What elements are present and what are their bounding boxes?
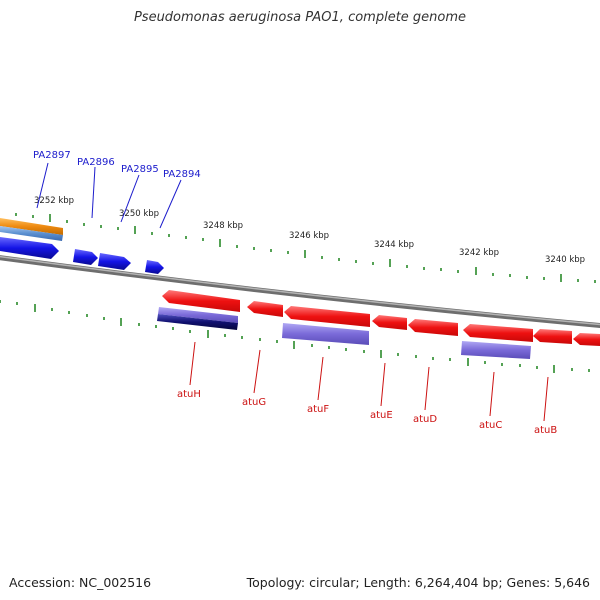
gene-pa2896[interactable] xyxy=(73,249,98,265)
genome-summary: Topology: circular; Length: 6,264,404 bp… xyxy=(246,575,590,590)
map-title: Pseudomonas aeruginosa PAO1, complete ge… xyxy=(133,10,467,25)
gene-label-atud[interactable]: atuD xyxy=(413,414,437,425)
tick-label-3244: 3244 kbp xyxy=(374,240,414,250)
gene-label-atub[interactable]: atuB xyxy=(534,425,557,436)
feature-purple-3[interactable] xyxy=(461,341,531,359)
lower-tick-ring xyxy=(0,300,590,373)
gene-atuh[interactable] xyxy=(162,290,240,312)
upper-tick-ring xyxy=(15,213,596,283)
gene-atuf[interactable] xyxy=(284,306,370,327)
leader-line-atuc xyxy=(489,371,495,417)
accession-label: Accession: NC_002516 xyxy=(9,575,152,590)
tick-label-3250: 3250 kbp xyxy=(119,209,159,219)
gene-atuc[interactable] xyxy=(463,324,533,342)
gene-label-atug[interactable]: atuG xyxy=(242,397,266,408)
feature-navy[interactable] xyxy=(157,314,238,330)
tick-label-3242: 3242 kbp xyxy=(459,248,499,258)
gene-pa2897[interactable] xyxy=(0,237,59,259)
tick-label-3252: 3252 kbp xyxy=(34,196,74,206)
forward-gene-leaders xyxy=(36,162,182,229)
genome-backbone xyxy=(0,255,600,329)
gene-label-pa2895[interactable]: PA2895 xyxy=(121,164,159,175)
feature-purple-2[interactable] xyxy=(282,323,369,345)
gene-atug[interactable] xyxy=(247,301,283,317)
tick-label-3248: 3248 kbp xyxy=(203,221,243,231)
feature-purple-1[interactable] xyxy=(158,307,238,323)
gene-label-atuc[interactable]: atuC xyxy=(479,420,502,431)
leader-line-pa2895 xyxy=(120,174,140,223)
leader-line-pa2897 xyxy=(36,162,49,209)
feature-light-blue[interactable] xyxy=(0,226,63,241)
gene-label-atue[interactable]: atuE xyxy=(370,410,393,421)
gene-pa2895[interactable] xyxy=(98,253,131,270)
tick-label-3240: 3240 kbp xyxy=(545,255,585,265)
leader-line-atub xyxy=(543,376,549,422)
gene-label-pa2896[interactable]: PA2896 xyxy=(77,157,115,168)
gene-pa2894[interactable] xyxy=(145,260,164,274)
gene-atub[interactable] xyxy=(533,329,572,344)
gene-atue[interactable] xyxy=(372,315,407,330)
leader-line-pa2896 xyxy=(91,166,96,219)
gene-label-atuh[interactable]: atuH xyxy=(177,389,201,400)
reverse-gene-leaders xyxy=(189,341,549,422)
tick-label-3246: 3246 kbp xyxy=(289,231,329,241)
gene-label-pa2897[interactable]: PA2897 xyxy=(33,150,71,161)
leader-line-atud xyxy=(424,366,430,411)
leader-line-atuh xyxy=(189,341,196,386)
leader-line-atue xyxy=(380,362,386,407)
gene-atud[interactable] xyxy=(408,319,458,336)
leader-line-pa2894 xyxy=(159,179,182,229)
genome-backbone-highlight xyxy=(0,255,600,326)
gene-edge-right[interactable] xyxy=(573,333,600,346)
feature-orange[interactable] xyxy=(0,218,63,235)
leader-line-atug xyxy=(253,349,261,394)
leader-line-atuf xyxy=(317,356,324,401)
gene-label-pa2894[interactable]: PA2894 xyxy=(163,169,201,180)
gene-label-atuf[interactable]: atuF xyxy=(307,404,329,415)
